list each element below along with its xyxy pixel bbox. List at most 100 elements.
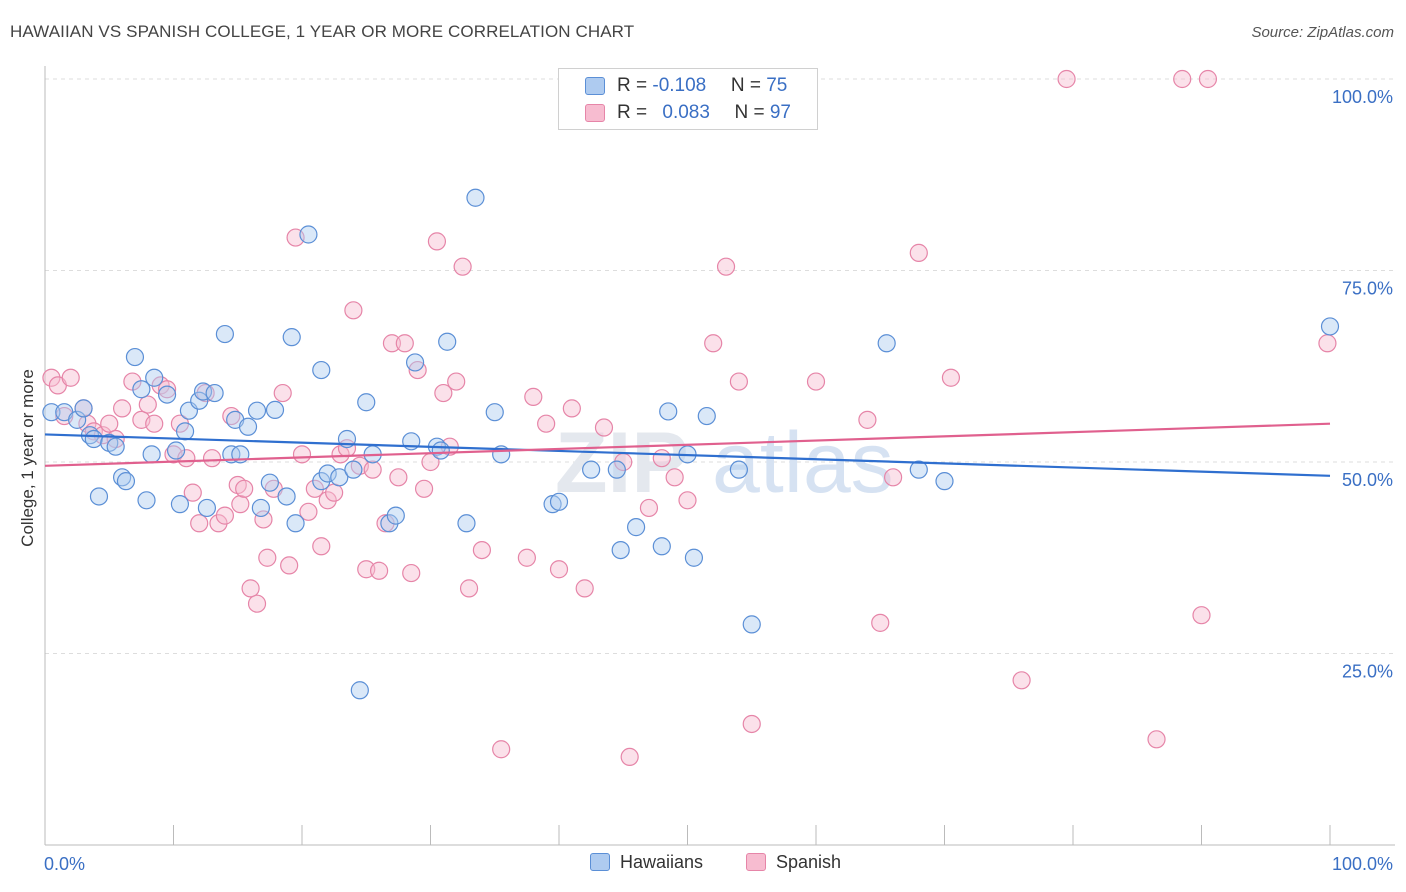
spanish-point (247, 594, 267, 613)
spanish-point (1147, 730, 1166, 749)
hawaiians-point (626, 518, 646, 537)
hawaiians-point (729, 460, 749, 479)
hawaiians-point (116, 472, 136, 491)
hawaiians-point (170, 495, 190, 514)
hawaiians-point (286, 514, 305, 533)
series-hawaiians-points (42, 188, 1340, 700)
spanish-r-label: R = (617, 102, 653, 123)
spanish-point (447, 372, 466, 391)
hawaiians-point (193, 382, 213, 401)
hawaiians-point (357, 393, 376, 412)
hawaiians-point (1320, 317, 1340, 336)
spanish-point (858, 410, 877, 429)
hawaiians-point (386, 506, 405, 525)
x-tick-label: 100.0% (1332, 854, 1393, 874)
spanish-point (363, 460, 382, 479)
legend-item-spanish: Spanish (746, 852, 841, 873)
hawaiians-point (350, 681, 369, 700)
x-tick-label: 0.0% (44, 854, 85, 874)
y-tick-label: 100.0% (1332, 87, 1393, 107)
legend-hawaiians-label: Hawaiians (620, 852, 704, 872)
x-tick-labels: 0.0% 100.0% (44, 854, 1393, 874)
y-tick-label: 75.0% (1342, 279, 1393, 299)
hawaiians-point (260, 473, 279, 492)
spanish-swatch (585, 104, 605, 122)
hawaiians-point (190, 391, 209, 410)
hawaiians-point (197, 498, 217, 518)
hawaiians-point (549, 492, 569, 511)
hawaiians-point (145, 368, 164, 387)
hawaiians-point (909, 460, 928, 479)
spanish-point (395, 334, 414, 353)
spanish-point (1057, 69, 1076, 89)
hawaiians-point (106, 437, 125, 456)
spanish-point (1173, 69, 1192, 89)
hawaiians-point (277, 487, 296, 506)
spanish-point (517, 548, 536, 567)
hawaiians-point (466, 188, 485, 207)
grid-lines (45, 78, 1395, 654)
hawaiians-trend-line (44, 433, 1331, 477)
hawaiians-point (659, 402, 678, 421)
hawaiians-point (318, 464, 337, 483)
spanish-point (665, 468, 684, 487)
spanish-point (215, 506, 234, 525)
hawaiians-point (697, 406, 716, 426)
spanish-point (402, 563, 421, 583)
hawaiians-point (312, 360, 331, 380)
hawaiians-point (215, 324, 234, 344)
hawaiians-point (652, 537, 671, 556)
spanish-point (742, 714, 761, 734)
y-tick-label: 25.0% (1342, 662, 1393, 682)
hawaiians-point (125, 347, 145, 367)
hawaiians-point (247, 401, 267, 420)
hawaiians-point (405, 353, 425, 372)
hawaiians-point (89, 487, 109, 506)
spanish-point (100, 414, 119, 433)
spanish-point (254, 510, 273, 529)
spanish-point (472, 540, 491, 560)
spanish-point (652, 449, 671, 468)
spanish-point (299, 502, 318, 521)
spanish-point (414, 479, 434, 498)
hawaiians-point (485, 403, 504, 422)
spanish-point (258, 548, 277, 567)
spanish-point (594, 418, 614, 437)
spanish-point (389, 468, 408, 487)
hawaiians-point (166, 441, 186, 460)
watermark-atlas: atlas (712, 415, 894, 511)
trend-lines (44, 422, 1331, 477)
hawaiians-point (175, 422, 195, 441)
spanish-point (235, 479, 254, 498)
hawaiians-r-label: R = (617, 75, 653, 96)
spanish-point (1012, 671, 1031, 690)
hawaiians-point (877, 334, 896, 353)
spanish-point (492, 740, 511, 759)
spanish-point (112, 399, 132, 418)
hawaiians-n-label: N = (730, 75, 767, 96)
spanish-trend-line (44, 422, 1331, 467)
spanish-point (61, 368, 80, 387)
y-tick-labels: 25.0% 50.0% 75.0% 100.0% (1332, 87, 1393, 682)
spanish-point (1318, 334, 1337, 353)
legend-item-hawaiians: Hawaiians (590, 852, 703, 873)
spanish-point (716, 257, 736, 276)
spanish-point (344, 301, 363, 320)
spanish-point (883, 468, 903, 487)
spanish-point (370, 561, 389, 580)
spanish-point (376, 514, 395, 533)
hawaiians-point (607, 460, 626, 479)
hawaiians-point (935, 472, 954, 491)
hawaiians-point (42, 403, 61, 422)
chart-title: HAWAIIAN VS SPANISH COLLEGE, 1 YEAR OR M… (10, 22, 635, 41)
hawaiians-point (142, 445, 161, 464)
spanish-point (941, 368, 961, 387)
spanish-r-value: 0.083 (662, 102, 710, 123)
hawaiians-point (330, 468, 349, 487)
spanish-point (241, 579, 260, 598)
hawaiians-point (205, 383, 224, 403)
hawaiians-n-value: 75 (766, 75, 788, 96)
hawaiians-point (238, 417, 258, 436)
hawaiians-point (137, 491, 156, 510)
